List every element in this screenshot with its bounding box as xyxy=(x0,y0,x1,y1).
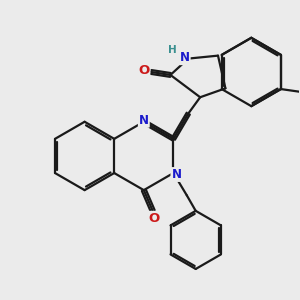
Text: N: N xyxy=(180,51,190,64)
Text: N: N xyxy=(139,114,149,127)
Text: H: H xyxy=(168,45,176,55)
Text: N: N xyxy=(171,168,182,181)
Text: O: O xyxy=(148,212,160,225)
Text: O: O xyxy=(138,64,149,77)
